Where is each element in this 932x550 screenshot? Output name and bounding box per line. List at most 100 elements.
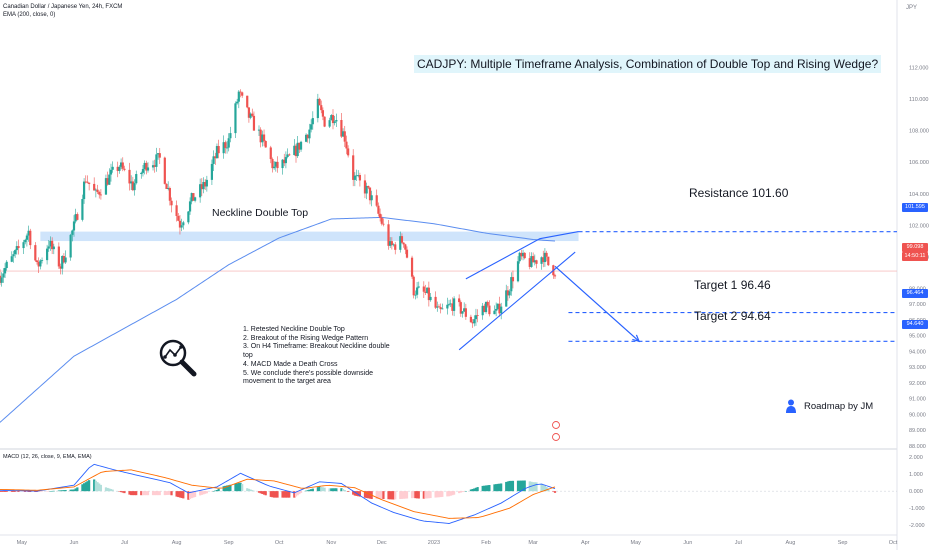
candle-body xyxy=(375,195,378,206)
y-tick-label: 110.000 xyxy=(909,97,928,103)
macd-histogram-bar xyxy=(286,491,289,498)
candle-body xyxy=(496,303,499,309)
macd-histogram-bar xyxy=(377,491,380,499)
candle-body xyxy=(182,222,185,226)
macd-histogram-bar xyxy=(500,483,503,492)
candle-body xyxy=(35,260,39,263)
macd-histogram-bar xyxy=(274,491,277,498)
candle-body xyxy=(378,213,382,218)
y-tick-label: 104.000 xyxy=(909,192,929,198)
candle-body xyxy=(170,200,173,206)
candle-body xyxy=(12,254,15,257)
macd-histogram-bar xyxy=(222,486,225,492)
candle-body xyxy=(483,305,486,313)
candle-body xyxy=(74,214,77,222)
analysis-notes: 1. Retested Neckline Double Top 2. Break… xyxy=(243,326,393,387)
target1-price-tag: 96.464 xyxy=(902,289,928,298)
candle-body xyxy=(99,194,103,196)
candle-body xyxy=(214,156,217,159)
candle-body xyxy=(370,195,373,201)
macd-histogram-bar xyxy=(108,488,111,492)
macd-histogram-bar xyxy=(175,491,178,497)
candle-body xyxy=(271,159,274,169)
macd-histogram-bar xyxy=(495,484,498,492)
macd-histogram-bar xyxy=(316,487,319,492)
chart-title: CADJPY: Multiple Timeframe Analysis, Com… xyxy=(414,55,882,73)
candle-body xyxy=(5,261,8,269)
macd-histogram-bar xyxy=(340,488,343,492)
candle-body xyxy=(130,181,133,184)
candle-body xyxy=(368,187,372,201)
candle-body xyxy=(40,260,44,261)
candle-body xyxy=(382,223,385,225)
macd-histogram-bar xyxy=(224,485,227,492)
candle-body xyxy=(155,154,158,167)
macd-histogram-bar xyxy=(331,488,335,492)
macd-histogram-bar xyxy=(165,491,168,496)
macd-histogram-bar xyxy=(452,491,456,495)
candles-group xyxy=(0,89,557,328)
macd-histogram-bar xyxy=(474,487,478,492)
candle-body xyxy=(521,252,525,257)
candle-body xyxy=(464,308,467,317)
magnifier-handle xyxy=(179,359,197,377)
macd-histogram-bar xyxy=(347,491,350,492)
candle-body xyxy=(532,256,535,263)
x-tick-label: Jun xyxy=(683,540,692,546)
macd-histogram-bar xyxy=(389,491,392,500)
candle-body xyxy=(518,252,521,262)
candle-body xyxy=(225,147,229,149)
macd-histogram-bar xyxy=(40,491,44,492)
macd-histogram-bar xyxy=(345,490,348,492)
x-tick-label: Dec xyxy=(377,540,387,546)
roadmap-credit: Roadmap by JM xyxy=(786,399,873,413)
candle-body xyxy=(493,310,496,315)
macd-histogram-bar xyxy=(375,491,378,499)
macd-histogram-bar xyxy=(446,491,449,497)
macd-histogram-bar xyxy=(131,491,134,496)
candle-body xyxy=(458,298,461,303)
macd-histogram-bar xyxy=(212,491,215,492)
macd-histogram-bar xyxy=(311,488,314,492)
candle-body xyxy=(284,157,288,164)
macd-histogram-bar xyxy=(14,491,17,492)
x-tick-label: Oct xyxy=(889,540,898,546)
macd-histogram-bar xyxy=(62,490,66,492)
macd-histogram-bar xyxy=(553,491,557,493)
neckline-zone xyxy=(40,231,579,242)
candle-body xyxy=(473,319,476,324)
macd-histogram-bar xyxy=(542,484,545,492)
magnifier-node xyxy=(173,353,177,357)
macd-histogram-bar xyxy=(215,490,219,492)
macd-histogram-bar xyxy=(190,491,193,499)
macd-histogram-bar xyxy=(168,491,171,495)
candle-body xyxy=(528,258,531,267)
macd-histogram-bar xyxy=(367,491,370,499)
candle-body xyxy=(294,145,298,157)
macd-histogram-bar xyxy=(12,491,15,492)
candle-body xyxy=(347,148,350,156)
candle-body xyxy=(320,105,323,111)
candle-body xyxy=(3,268,7,274)
candle-body xyxy=(452,298,456,311)
y-tick-label: 89.000 xyxy=(909,428,926,434)
candle-body xyxy=(175,205,178,216)
candle-body xyxy=(141,169,145,173)
macd-histogram-bar xyxy=(506,481,510,492)
candle-body xyxy=(145,162,148,171)
candle-body xyxy=(212,156,215,164)
macd-histogram-bar xyxy=(76,487,79,492)
candle-body xyxy=(108,174,111,185)
candle-body xyxy=(82,181,86,200)
y-tick-label: 108.000 xyxy=(909,129,929,135)
candle-body xyxy=(84,181,87,183)
macd-y-tick-label: 1.000 xyxy=(909,472,923,478)
candle-body xyxy=(451,303,454,311)
macd-histogram-bar xyxy=(109,489,113,492)
candle-body xyxy=(34,245,37,261)
candle-body xyxy=(215,146,219,159)
candle-body xyxy=(316,98,319,119)
candle-body xyxy=(389,241,392,246)
macd-histogram-bar xyxy=(25,491,29,492)
